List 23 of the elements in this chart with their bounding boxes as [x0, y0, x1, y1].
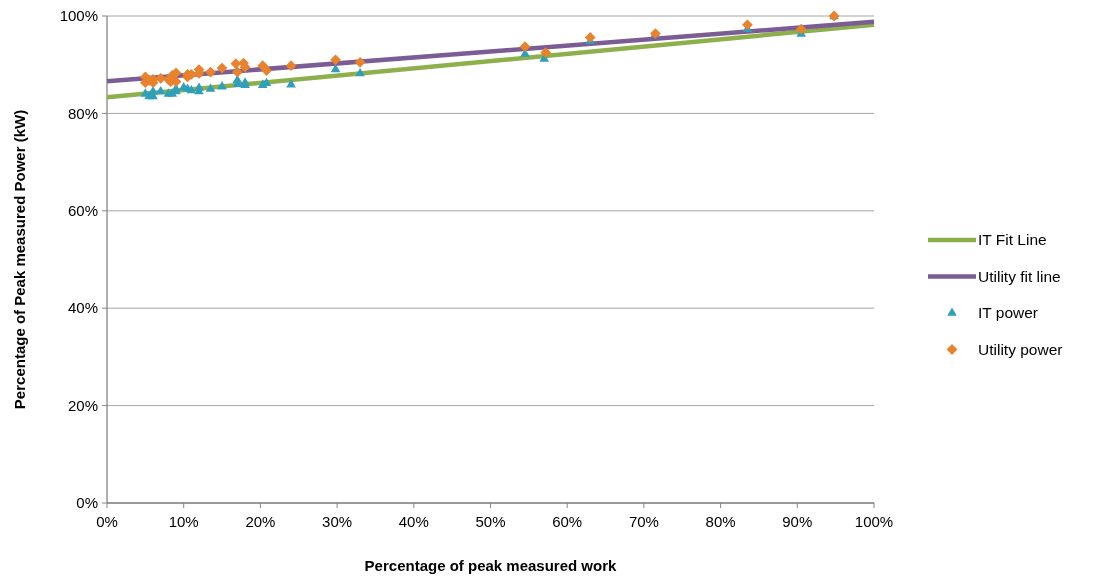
x-tick-label: 90% — [782, 513, 813, 530]
x-tick-label: 10% — [168, 513, 199, 530]
x-tick-label: 50% — [475, 513, 506, 530]
x-tick-label: 60% — [552, 513, 583, 530]
x-tick-label: 100% — [854, 513, 894, 530]
legend-label: Utility fit line — [978, 267, 1061, 285]
x-tick-label: 30% — [322, 513, 353, 530]
x-tick-label: 0% — [96, 513, 118, 530]
legend-label: IT power — [978, 304, 1039, 322]
y-tick-label: 20% — [67, 396, 98, 414]
x-tick-label: 80% — [705, 513, 736, 530]
y-tick-label: 80% — [67, 104, 98, 122]
x-tick-label: 20% — [245, 513, 276, 530]
y-tick-label: 100% — [59, 7, 98, 25]
y-tick-label: 40% — [67, 299, 98, 317]
x-axis-title: Percentage of peak measured work — [364, 557, 618, 574]
legend-label: Utility power — [978, 340, 1063, 358]
legend-label: IT Fit Line — [978, 231, 1047, 249]
y-axis-title: Percentage of Peak measured Power (kW) — [11, 109, 28, 410]
y-tick-label: 0% — [76, 494, 98, 512]
y-tick-label: 60% — [67, 202, 98, 220]
x-tick-label: 40% — [398, 513, 429, 530]
x-tick-label: 70% — [628, 513, 659, 530]
